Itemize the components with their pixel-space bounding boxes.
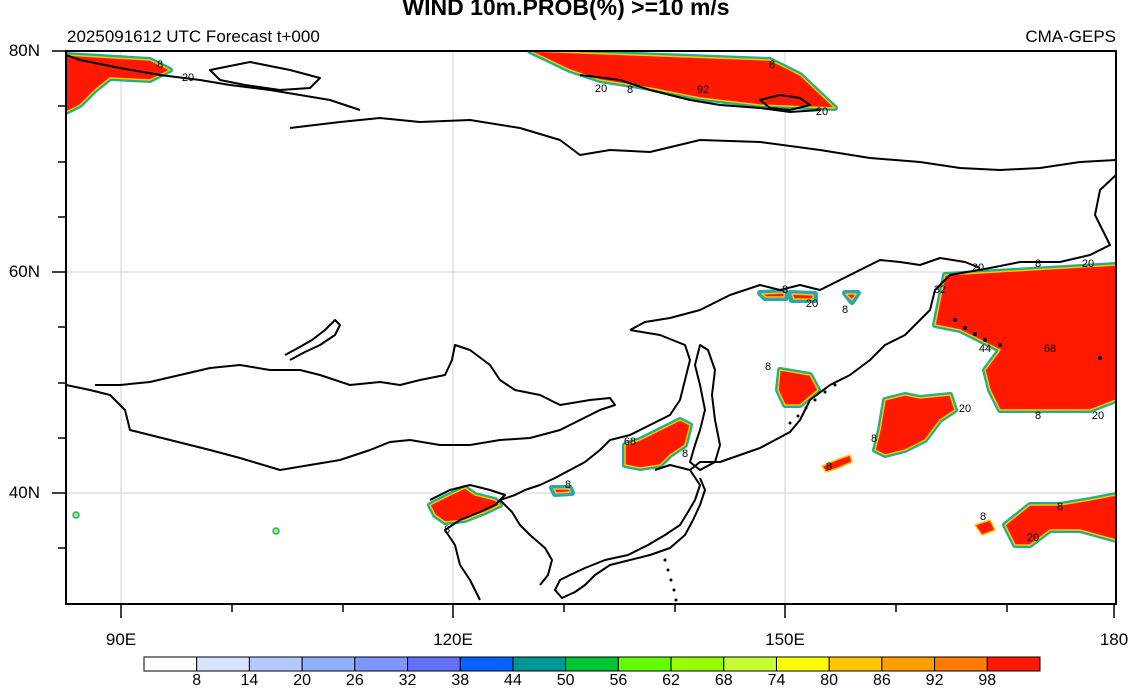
colorbar-swatch: [407, 656, 461, 672]
contour-label: 8: [826, 461, 832, 473]
contour-label: 32: [934, 284, 946, 296]
map-title: WIND 10m.PROB(%) >=10 m/s: [402, 0, 730, 20]
colorbar-swatch: [775, 656, 830, 672]
lat-label-60n: 60N: [8, 262, 40, 281]
contour-label: 20: [1027, 532, 1039, 544]
lon-label-90e: 90E: [105, 630, 137, 649]
model-name-label: CMA-GEPS: [1025, 27, 1116, 46]
colorbar-tick-label: 86: [872, 672, 891, 689]
colorbar-tick-label: 14: [240, 672, 259, 689]
probability-areas: [66, 51, 1116, 548]
contour-label: 8: [1035, 410, 1041, 422]
contour-label: 20: [806, 298, 818, 310]
colorbar: [143, 656, 1041, 672]
colorbar-swatch: [301, 656, 356, 672]
lat-label-80n: 80N: [8, 41, 40, 60]
contour-label: 8: [444, 524, 450, 536]
colorbar-swatch: [881, 656, 936, 672]
lon-label-150e: 150E: [765, 630, 805, 649]
contour-label: 8: [782, 284, 788, 296]
colorbar-swatch: [459, 656, 514, 672]
contour-label: 8: [769, 59, 775, 71]
contour-label: 68: [624, 436, 636, 448]
contour-label: 8: [842, 304, 848, 316]
lon-label-120e: 120E: [433, 630, 473, 649]
contour-label: 8: [565, 479, 571, 491]
contour-label: 8: [1035, 258, 1041, 270]
contour-label: 8: [765, 361, 771, 373]
colorbar-swatch: [143, 656, 198, 672]
colorbar-tick-label: 56: [609, 672, 628, 689]
contour-labels: 8 20 8 20 8 92 20 20 8 20 8 32 8 20 8 44…: [157, 59, 1104, 544]
colorbar-swatch: [828, 656, 883, 672]
contour-label: 8: [980, 511, 986, 523]
colorbar-swatch: [248, 656, 303, 672]
colorbar-tick-label: 8: [192, 672, 202, 689]
colorbar-tick-label: 50: [556, 672, 575, 689]
colorbar-swatch: [986, 656, 1041, 672]
contour-label: 8: [682, 448, 688, 460]
map-frame: [52, 50, 1117, 618]
colorbar-tick-label: 98: [978, 672, 997, 689]
colorbar-tick-label: 92: [925, 672, 944, 689]
colorbar-tick-label: 38: [451, 672, 470, 689]
colorbar-swatch: [723, 656, 777, 672]
contour-label: 44: [979, 343, 991, 355]
colorbar-swatch: [354, 656, 409, 672]
colorbar-swatch: [196, 656, 250, 672]
colorbar-tick-label: 80: [820, 672, 839, 689]
colorbar-swatch: [670, 656, 725, 672]
contour-label: 20: [1092, 410, 1104, 422]
coastlines: [66, 54, 1116, 601]
colorbar-tick-label: 44: [504, 672, 522, 689]
colorbar-tick-label: 20: [293, 672, 312, 689]
colorbar-swatch: [565, 656, 619, 672]
contour-label: 20: [1082, 258, 1094, 270]
contour-label: 8: [627, 84, 633, 96]
colorbar-swatch: [617, 656, 672, 672]
contour-label: 8: [157, 59, 163, 71]
contour-label: 68: [1044, 343, 1056, 355]
colorbar-tick-label: 68: [714, 672, 733, 689]
contour-label: 8: [1057, 501, 1063, 513]
colorbar-tick-label: 32: [398, 672, 417, 689]
contour-label: 20: [959, 403, 971, 415]
colorbar-tick-label: 26: [345, 672, 364, 689]
colorbar-tick-label: 62: [662, 672, 680, 689]
contour-label: 20: [816, 106, 828, 118]
contour-label: 20: [595, 83, 607, 95]
island-chain: [663, 318, 1102, 602]
graticule: [66, 51, 1116, 604]
forecast-run-label: 2025091612 UTC Forecast t+000: [67, 27, 320, 46]
contour-label: 92: [697, 84, 709, 96]
contour-label: 8: [871, 433, 877, 445]
lat-label-40n: 40N: [8, 483, 40, 502]
colorbar-swatch: [512, 656, 567, 672]
colorbar-tick-label: 74: [767, 672, 786, 689]
colorbar-swatch: [934, 656, 988, 672]
contour-label: 20: [182, 72, 194, 84]
lon-label-180: 180: [1099, 630, 1129, 649]
contour-label: 20: [972, 262, 984, 274]
